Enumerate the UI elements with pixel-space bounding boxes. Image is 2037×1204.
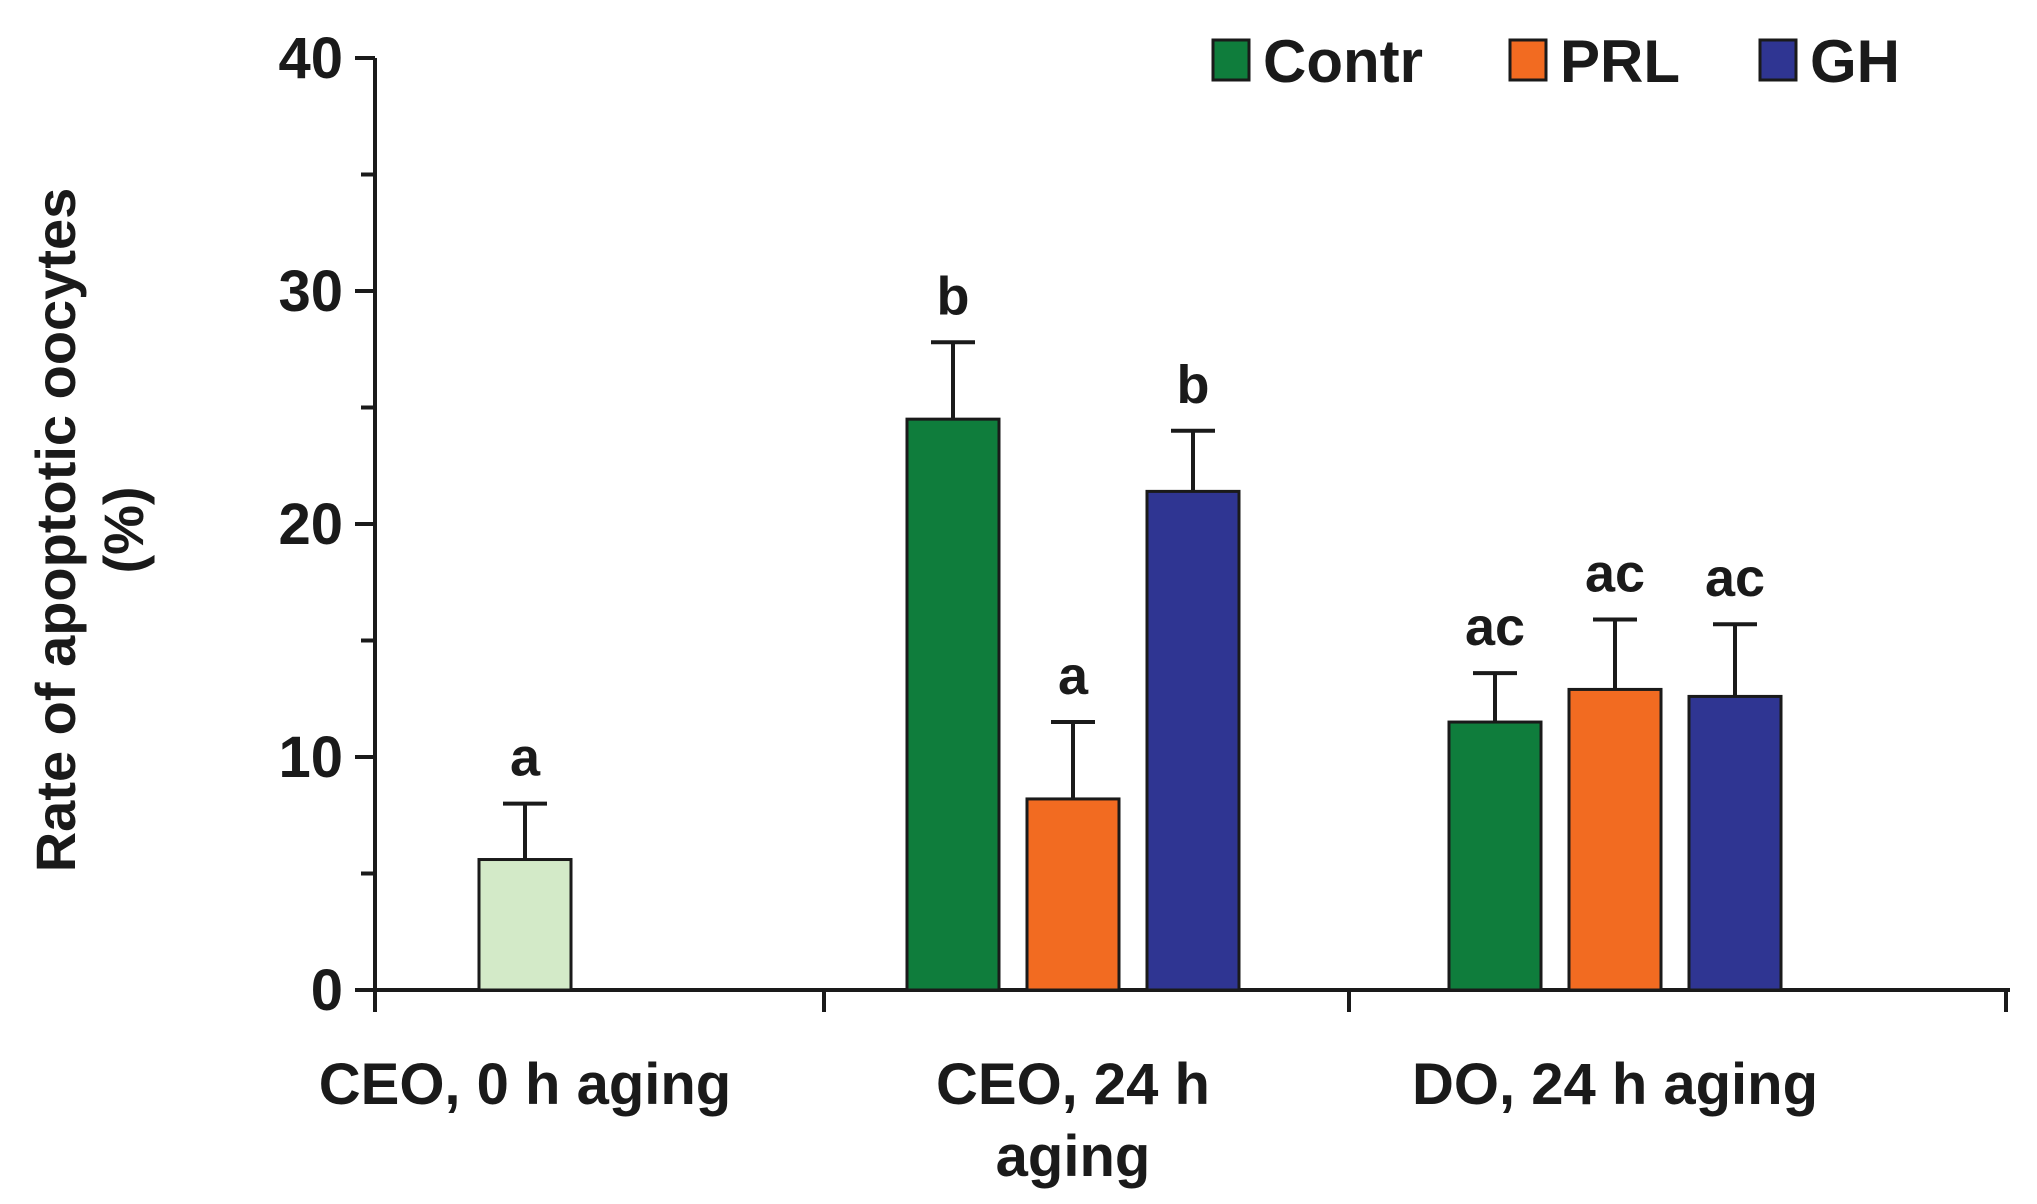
x-category-label: aging bbox=[996, 1124, 1151, 1189]
y-tick-label: 0 bbox=[311, 958, 343, 1023]
significance-label: b bbox=[937, 266, 970, 326]
legend-swatch bbox=[1758, 38, 1798, 82]
bar bbox=[1687, 694, 1783, 992]
y-axis-label-line: Rate of apoptotic oocytes bbox=[24, 188, 87, 873]
significance-label: ac bbox=[1465, 597, 1525, 657]
y-tick-label: 30 bbox=[278, 259, 343, 324]
significance-label: b bbox=[1177, 355, 1210, 415]
y-tick-label: 40 bbox=[278, 26, 343, 91]
significance-label: a bbox=[1058, 646, 1089, 706]
significance-label: ac bbox=[1705, 548, 1765, 608]
bar bbox=[1567, 687, 1663, 992]
y-axis-label: Rate of apoptotic oocytes (%) bbox=[24, 188, 155, 873]
significance-label: ac bbox=[1585, 544, 1645, 604]
significance-label: a bbox=[510, 728, 541, 788]
y-axis: 0 10 20 30 40 bbox=[278, 26, 377, 1023]
bar bbox=[1447, 720, 1543, 992]
x-category-label: CEO, 0 h aging bbox=[319, 1052, 732, 1117]
legend-swatch bbox=[1508, 38, 1548, 82]
x-axis: CEO, 0 h aging CEO, 24 h aging DO, 24 h agi… bbox=[319, 988, 2010, 1189]
legend-entry-label: Contr bbox=[1263, 28, 1423, 95]
legend: Contr PRL GH bbox=[1211, 28, 1900, 95]
y-axis-label-line: (%) bbox=[92, 486, 155, 573]
bar bbox=[1145, 489, 1241, 992]
y-tick-label: 20 bbox=[278, 492, 343, 557]
legend-swatch bbox=[1211, 38, 1251, 82]
y-tick-label: 10 bbox=[278, 725, 343, 790]
x-category-label: DO, 24 h aging bbox=[1412, 1052, 1818, 1117]
bar bbox=[1025, 797, 1121, 992]
bar bbox=[477, 858, 573, 992]
x-category-label: CEO, 24 h bbox=[936, 1052, 1210, 1117]
legend-entry-label: PRL bbox=[1560, 28, 1680, 95]
bar bbox=[905, 417, 1001, 992]
legend-entry-label: GH bbox=[1810, 28, 1900, 95]
